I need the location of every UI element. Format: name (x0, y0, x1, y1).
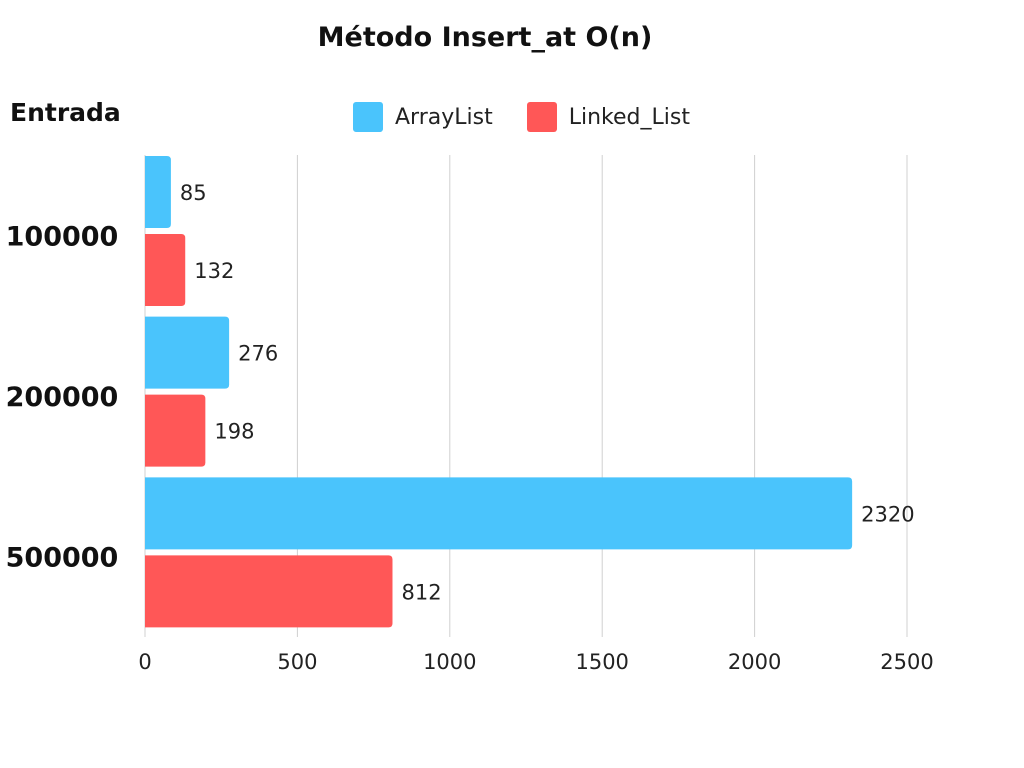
data-label: 276 (238, 342, 278, 366)
x-tick-label: 2500 (880, 650, 933, 674)
category-label: 500000 (6, 543, 119, 574)
x-tick-label: 2000 (728, 650, 781, 674)
legend-label-linked-list: Linked_List (568, 104, 690, 130)
category-label: 200000 (6, 382, 119, 413)
bar-arraylist-500000 (145, 477, 853, 550)
legend-item-arraylist: ArrayList (353, 102, 493, 132)
x-tick-label: 0 (138, 650, 151, 674)
x-tick-label: 1000 (423, 650, 476, 674)
bar-linked-list-200000 (145, 394, 206, 467)
data-label: 812 (401, 580, 441, 604)
legend-swatch-arraylist (353, 102, 383, 132)
legend: ArrayList Linked_List (353, 102, 724, 132)
legend-item-linked-list: Linked_List (526, 102, 690, 132)
data-label: 198 (214, 420, 254, 444)
bar-arraylist-100000 (145, 156, 171, 228)
bar-linked-list-100000 (145, 234, 186, 306)
bar-arraylist-200000 (145, 316, 230, 389)
x-tick-label: 500 (277, 650, 317, 674)
data-label: 132 (194, 259, 234, 283)
legend-swatch-linked-list (526, 102, 557, 132)
data-label: 85 (180, 181, 207, 205)
bar-linked-list-500000 (145, 555, 393, 628)
x-tick-label: 1500 (575, 650, 628, 674)
data-label: 2320 (861, 502, 914, 526)
category-label: 100000 (6, 221, 119, 252)
legend-label-arraylist: ArrayList (395, 104, 493, 130)
chart-title: Método Insert_at O(n) (317, 22, 653, 53)
y-axis-label: Entrada (10, 98, 121, 127)
